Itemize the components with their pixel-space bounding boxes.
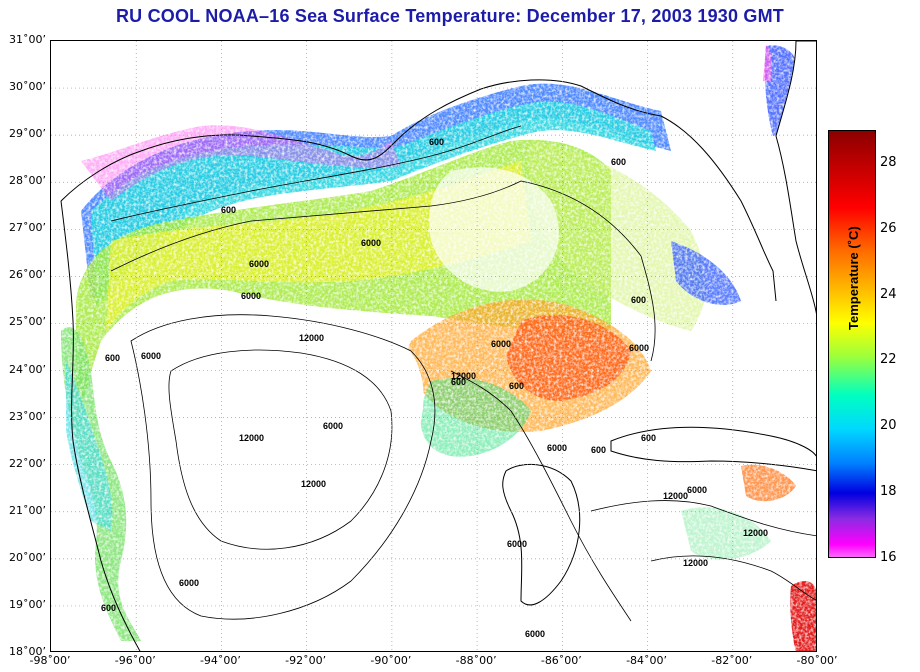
latitude-label: 29˚00’: [9, 127, 46, 141]
latitude-label: 24˚00’: [9, 362, 46, 376]
latitude-label: 21˚00’: [9, 503, 46, 517]
contour-depth-label: 600: [611, 157, 626, 167]
contour-depth-label: 6000: [491, 339, 511, 349]
contour-depth-label: 6000: [507, 539, 527, 549]
contour-depth-label: 12000: [683, 558, 708, 568]
sst-field: [51, 41, 816, 651]
contour-depth-label: 600: [451, 377, 466, 387]
longitude-label: -98˚00’: [29, 654, 71, 667]
contour-depth-label: 600: [105, 353, 120, 363]
colorbar-tick-label: 16: [880, 550, 897, 565]
contour-depth-label: 6000: [525, 629, 545, 639]
latitude-label: 25˚00’: [9, 315, 46, 329]
colorbar-label: Temperature (˚C): [846, 226, 861, 330]
longitude-label: -80˚00’: [796, 654, 838, 667]
longitude-label: -88˚00’: [455, 654, 497, 667]
colorbar-tick-label: 20: [880, 418, 897, 434]
contour-depth-label: 600: [631, 295, 646, 305]
contour-depth-label: 12000: [663, 491, 688, 501]
contour-depth-label: 6000: [687, 485, 707, 495]
contour-depth-label: 12000: [239, 433, 264, 443]
latitude-label: 30˚00’: [9, 80, 46, 94]
contour-depth-label: 6000: [241, 291, 261, 301]
latitude-label: 23˚00’: [9, 409, 46, 423]
contour-depth-label: 6000: [249, 259, 269, 269]
contour-depth-label: 6000: [179, 578, 199, 588]
longitude-label: -84˚00’: [626, 654, 668, 667]
longitude-label: -86˚00’: [540, 654, 582, 667]
sst-map: 600 6000 600 6000 6000 600 6000 12000 600 6000 120…: [50, 40, 817, 652]
contour-depth-label: 600: [101, 603, 116, 613]
latitude-label: 27˚00’: [9, 221, 46, 235]
contour-depth-label: 6000: [323, 421, 343, 431]
colorbar-tick-label: 18: [880, 484, 897, 500]
contour-depth-label: 6000: [141, 351, 161, 361]
longitude-label: -92˚00’: [285, 654, 327, 667]
contour-depth-labels: 6006000600600060006006000120006006000120…: [101, 137, 768, 639]
latitude-label: 20˚00’: [9, 550, 46, 564]
coastline-and-contours: [60, 79, 816, 651]
contour-depth-label: 6000: [361, 238, 381, 248]
colorbar-tick-label: 26: [880, 220, 897, 236]
longitude-label: -94˚00’: [199, 654, 241, 667]
colorbar-tick-label: 28: [880, 154, 897, 170]
latitude-label: 18˚00’: [9, 645, 46, 658]
colorbar-tick-label: 24: [880, 286, 897, 302]
contour-depth-label: 600: [429, 137, 444, 147]
latitude-label: 22˚00’: [9, 456, 46, 470]
longitude-label: -90˚00’: [370, 654, 412, 667]
contour-depth-label: 6000: [629, 343, 649, 353]
temperature-colorbar: [828, 130, 876, 558]
land-masses: [502, 41, 816, 606]
latitude-label: 28˚00’: [9, 174, 46, 188]
map-title: RU COOL NOAA–16 Sea Surface Temperature:…: [115, 6, 784, 26]
contour-depth-label: 12000: [451, 371, 476, 381]
contour-depth-label: 600: [641, 433, 656, 443]
latitude-label: 26˚00’: [9, 268, 46, 282]
longitude-label: -96˚00’: [114, 654, 156, 667]
contour-depth-label: 12000: [301, 479, 326, 489]
longitude-label: -82˚00’: [711, 654, 753, 667]
contour-depth-label: 12000: [299, 333, 324, 343]
contour-depth-label: 600: [591, 445, 606, 455]
latitude-label: 31˚00’: [9, 33, 46, 46]
contour-depth-label: 6000: [547, 443, 567, 453]
contour-depth-label: 600: [221, 205, 236, 215]
colorbar-tick-label: 22: [880, 352, 897, 368]
latitude-label: 19˚00’: [9, 597, 46, 611]
contour-depth-label: 600: [509, 381, 524, 391]
sst-map-canvas: 6006000600600060006006000120006006000120…: [51, 41, 816, 651]
contour-depth-label: 12000: [743, 528, 768, 538]
